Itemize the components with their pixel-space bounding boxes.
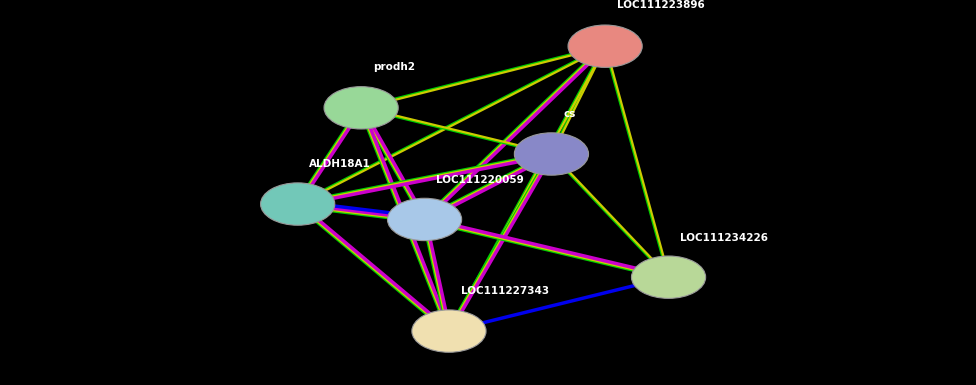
Text: LOC111220059: LOC111220059 xyxy=(436,175,524,185)
Text: cs: cs xyxy=(563,109,576,119)
Ellipse shape xyxy=(324,87,398,129)
Ellipse shape xyxy=(514,133,589,175)
Text: ALDH18A1: ALDH18A1 xyxy=(309,159,371,169)
Ellipse shape xyxy=(412,310,486,352)
Ellipse shape xyxy=(568,25,642,67)
Ellipse shape xyxy=(387,198,462,241)
Text: LOC111227343: LOC111227343 xyxy=(461,286,549,296)
Ellipse shape xyxy=(631,256,706,298)
Text: prodh2: prodh2 xyxy=(373,62,415,72)
Text: LOC111223896: LOC111223896 xyxy=(617,0,705,10)
Ellipse shape xyxy=(261,183,335,225)
Text: LOC111234226: LOC111234226 xyxy=(680,233,768,243)
